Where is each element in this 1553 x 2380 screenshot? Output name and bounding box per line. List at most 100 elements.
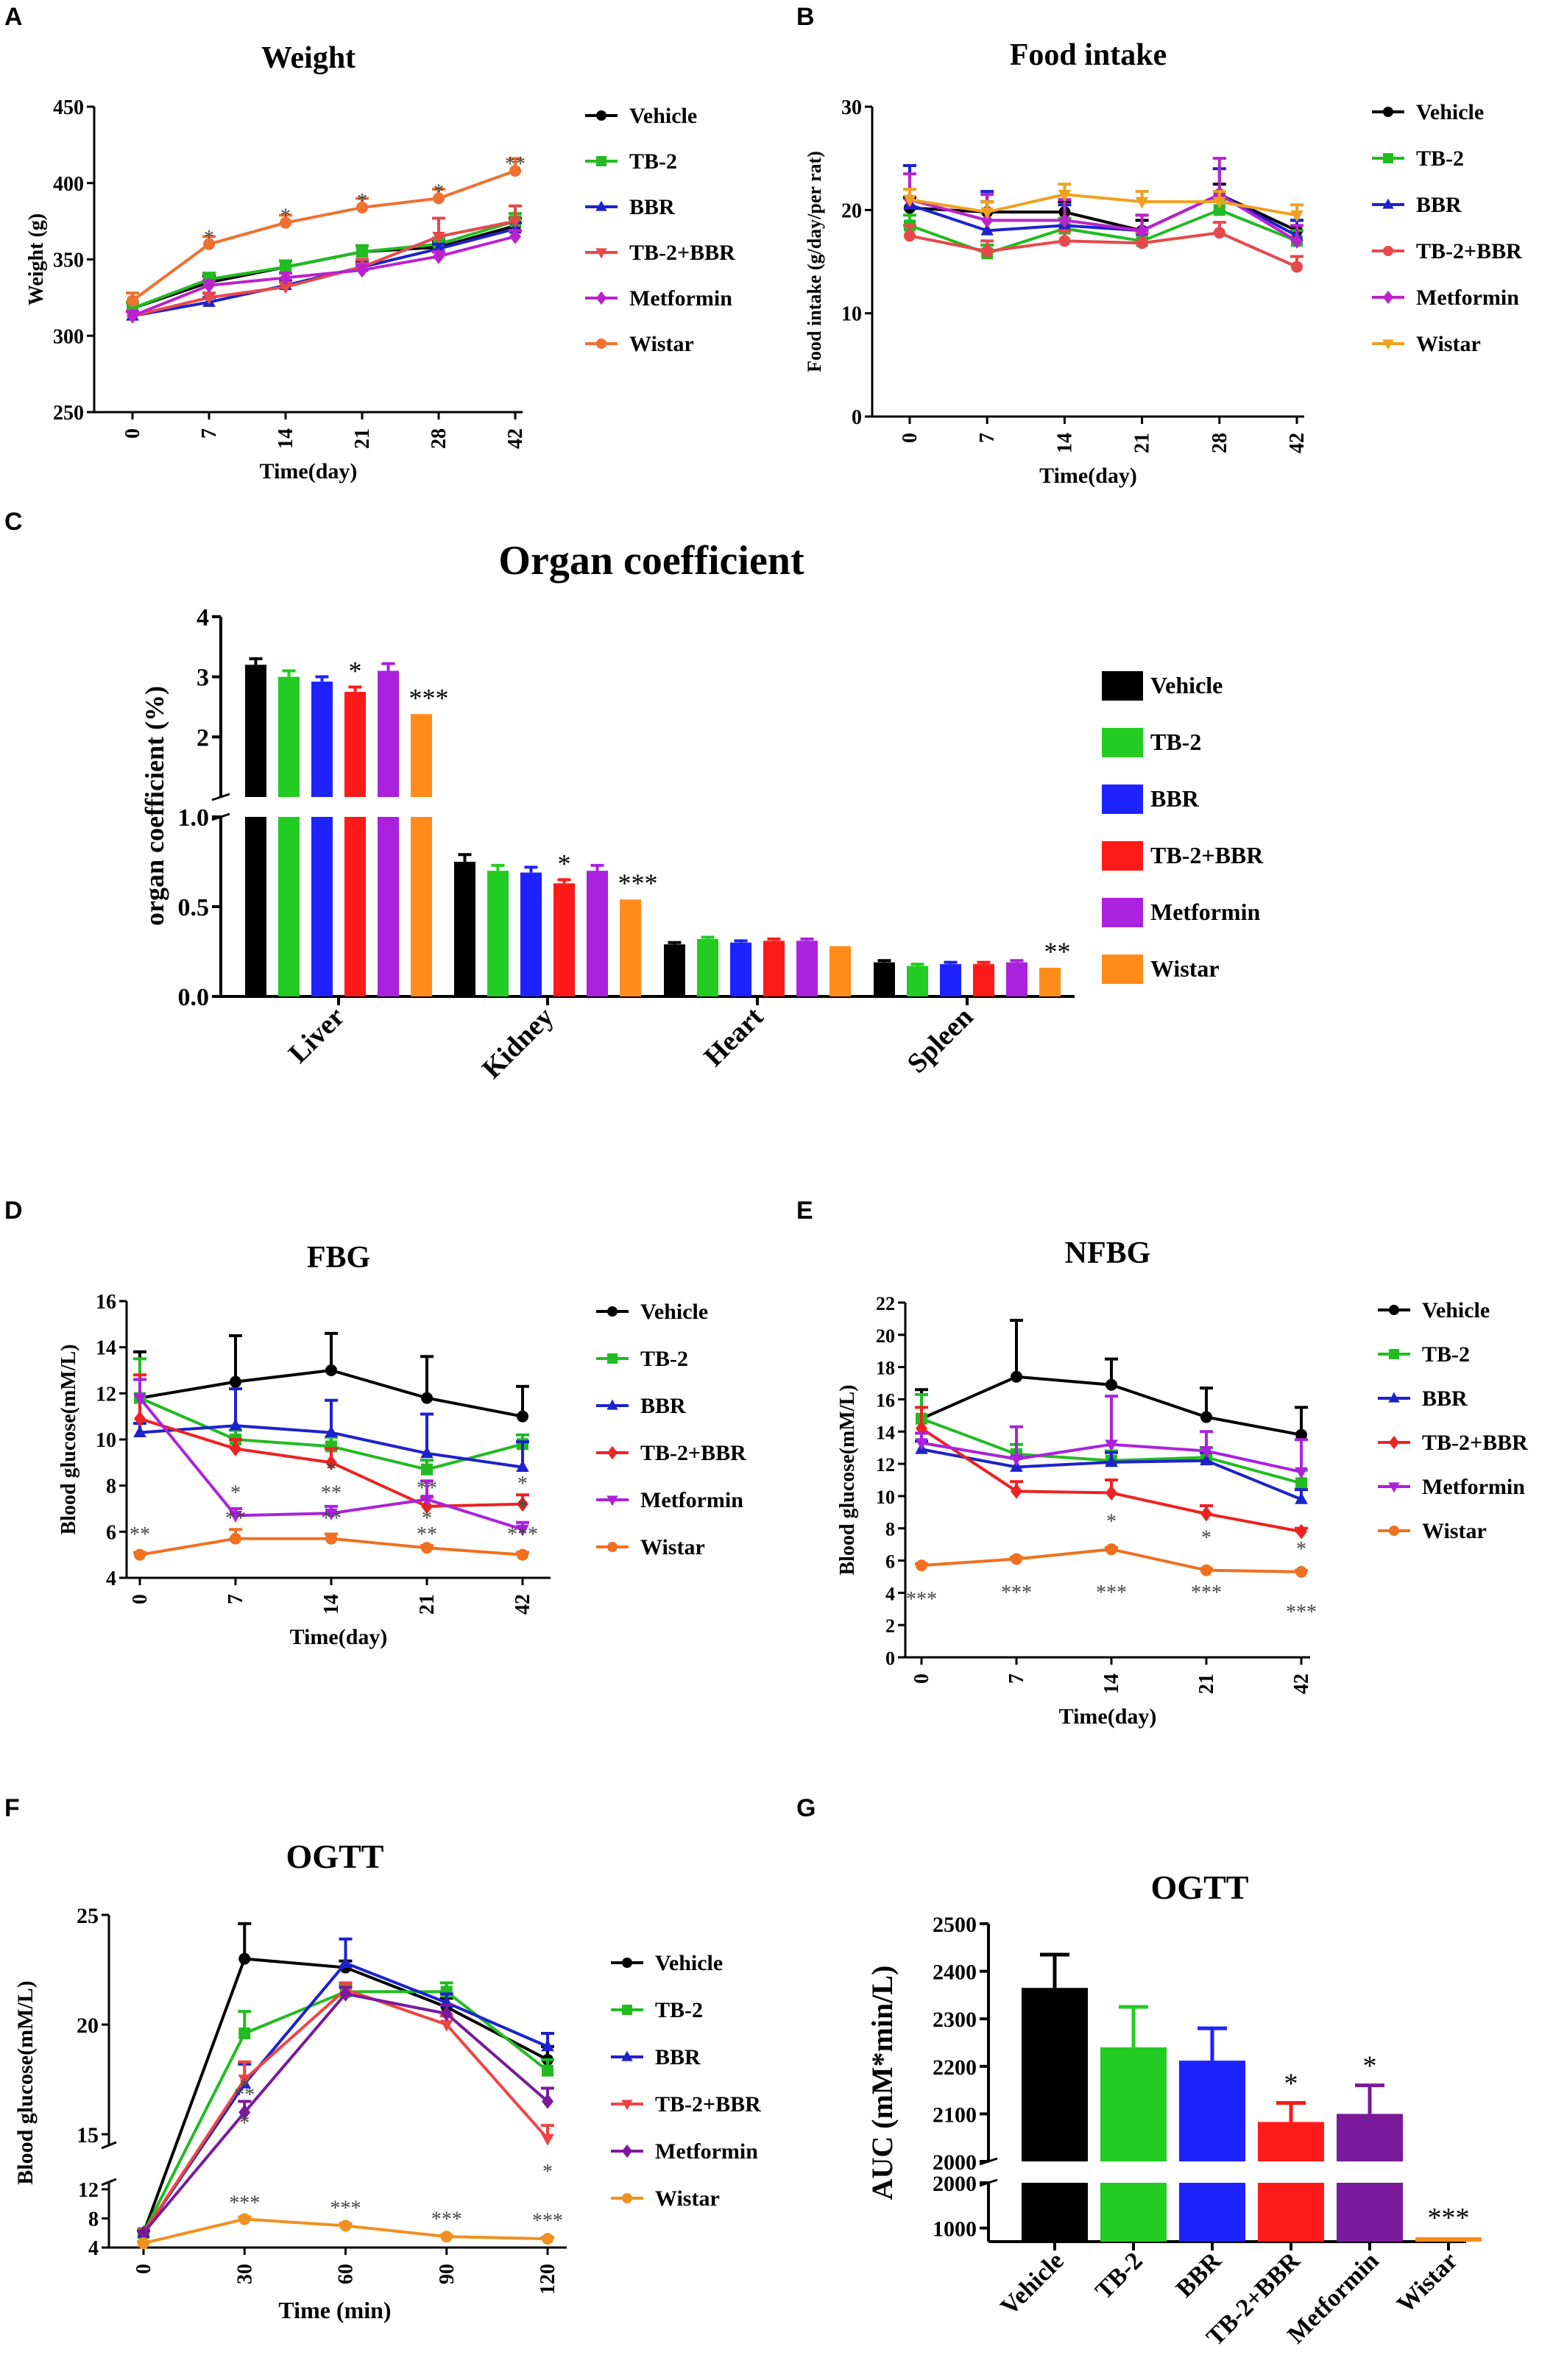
data-point xyxy=(325,1364,337,1376)
data-point xyxy=(1295,1477,1307,1490)
significance-label: * xyxy=(239,2112,250,2135)
data-point xyxy=(440,2231,453,2243)
data-point xyxy=(915,1438,928,1451)
panel-a-legend-bbr: BBR xyxy=(585,195,675,219)
legend-label: Vehicle xyxy=(1416,100,1484,124)
x-tick-label: 120 xyxy=(537,2264,559,2295)
data-point xyxy=(203,238,215,250)
data-point xyxy=(229,1511,242,1523)
data-point xyxy=(1011,1483,1022,1499)
axis-break-mark xyxy=(211,793,230,801)
y-axis-label: organ coefficient (%) xyxy=(140,686,169,926)
y-tick-label: 4 xyxy=(88,2237,99,2260)
data-point xyxy=(280,261,291,273)
data-point xyxy=(325,1425,338,1437)
data-point xyxy=(440,2005,453,2022)
data-point xyxy=(1213,196,1226,209)
x-tick-label: 30 xyxy=(233,2264,256,2284)
y-tick-label: 12 xyxy=(96,1383,116,1406)
data-point xyxy=(1106,1378,1117,1391)
legend-marker xyxy=(1388,1392,1400,1403)
y-tick-label: 2200 xyxy=(933,2055,977,2080)
series-line xyxy=(132,235,516,318)
legend-label: TB-2+BBR xyxy=(629,241,735,265)
legend-label: TB-2+BBR xyxy=(1416,239,1522,263)
significance-label: ** xyxy=(130,1523,150,1546)
bar-wistar xyxy=(1039,967,1061,996)
y-tick-label: 4 xyxy=(197,604,209,631)
significance-label: *** xyxy=(409,683,449,712)
bar-upper xyxy=(1179,2061,1245,2161)
legend-label: TB-2 xyxy=(629,149,677,174)
y-tick-label: 0 xyxy=(852,406,862,429)
x-tick-label: 14 xyxy=(1053,433,1076,453)
legend-swatch xyxy=(1102,785,1143,814)
panel-d-legend-metformin: Metformin xyxy=(596,1488,743,1512)
data-point xyxy=(1295,1428,1307,1441)
data-point xyxy=(1290,210,1303,222)
x-tick-label: 21 xyxy=(416,1594,439,1615)
group-kidney: Kidney xyxy=(454,853,641,1085)
data-point xyxy=(133,1393,146,1406)
data-point xyxy=(1135,196,1149,209)
legend-marker xyxy=(1388,1482,1400,1493)
legend-marker xyxy=(1382,339,1394,350)
legend-label: TB-2+BBR xyxy=(655,2092,761,2117)
x-tick-label: 21 xyxy=(1131,433,1154,453)
y-tick-label: 0.5 xyxy=(178,894,210,921)
x-tick-label: Liver xyxy=(283,1002,350,1069)
y-tick-label: 4 xyxy=(885,1583,895,1604)
series-tb-2-bbr xyxy=(915,1406,1308,1540)
bar-lower xyxy=(1179,2183,1245,2242)
chart-title: Organ coefficient xyxy=(498,538,804,584)
legend-label: TB-2 xyxy=(1422,1342,1470,1367)
significance-label: * xyxy=(230,1481,241,1504)
y-tick-label: 2400 xyxy=(933,1961,977,1985)
data-point xyxy=(433,192,445,205)
legend-label: Wistar xyxy=(640,1535,705,1559)
y-tick-label: 1000 xyxy=(933,2217,977,2242)
bar-metformin-lower xyxy=(378,817,399,996)
data-point xyxy=(1295,1565,1307,1578)
significance-label: ** xyxy=(225,1507,246,1530)
data-point xyxy=(230,1375,241,1388)
data-point xyxy=(1058,235,1071,247)
panel-e-legend-bbr: BBR xyxy=(1378,1386,1468,1411)
y-tick-label: 22 xyxy=(876,1293,895,1314)
legend-marker xyxy=(1389,1435,1399,1450)
y-tick-label: 8 xyxy=(885,1519,895,1540)
series-line xyxy=(909,231,1298,269)
y-axis-label: Blood glucose(mM/L) xyxy=(836,1385,859,1576)
data-point xyxy=(916,1420,927,1437)
y-tick-label: 15 xyxy=(77,2123,99,2147)
bar-tb-2-bbr xyxy=(973,964,994,996)
data-point xyxy=(981,245,994,258)
significance-label: *** xyxy=(618,868,658,898)
legend-marker xyxy=(622,1958,632,1968)
series-bbr xyxy=(133,1387,529,1472)
y-tick-label: 2300 xyxy=(933,2008,977,2032)
legend-swatch xyxy=(1102,728,1143,757)
bar-tb-2 xyxy=(697,938,718,996)
y-tick-label: 2 xyxy=(885,1615,895,1637)
significance-label: ** xyxy=(417,1523,437,1546)
x-tick-label: 0 xyxy=(129,1594,152,1604)
legend-marker xyxy=(596,156,606,166)
significance-label: * xyxy=(1106,1511,1117,1534)
legend-label: BBR xyxy=(629,195,675,219)
data-point xyxy=(229,1418,242,1431)
panel-b-legend-bbr: BBR xyxy=(1372,193,1462,217)
y-tick-label: 2000 xyxy=(933,2150,977,2175)
panel-label: D xyxy=(4,1197,23,1225)
data-point xyxy=(134,1411,146,1427)
bar-vehicle-upper xyxy=(245,665,266,797)
y-tick-label: 2000 xyxy=(933,2172,977,2196)
legend-marker xyxy=(607,1306,618,1317)
legend-marker xyxy=(1389,1526,1399,1536)
data-point xyxy=(916,1559,927,1572)
bar-vehicle xyxy=(454,862,475,996)
bar-upper xyxy=(1100,2047,1167,2161)
series-metformin xyxy=(133,1378,529,1537)
data-point xyxy=(541,2039,554,2052)
legend-label: Metformin xyxy=(655,2139,758,2164)
